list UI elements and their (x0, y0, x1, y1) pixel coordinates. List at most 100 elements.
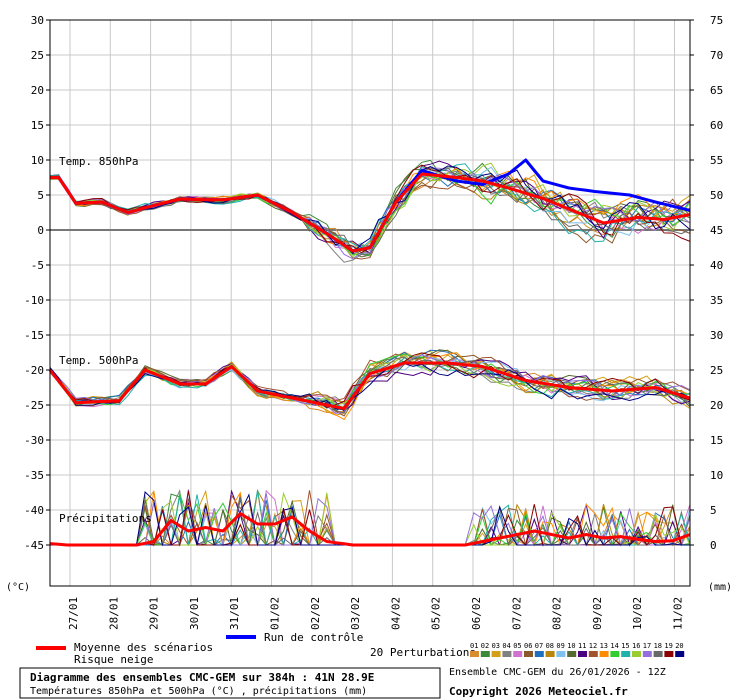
y-right-tick: 0 (710, 539, 717, 552)
y-left-tick: -5 (31, 259, 44, 272)
perturbation-swatch (664, 651, 674, 657)
y-left-tick: 20 (31, 84, 44, 97)
y-left-tick: 15 (31, 119, 44, 132)
y-left-tick: 5 (37, 189, 44, 202)
x-tick-label: 10/02 (631, 597, 644, 630)
perturbation-swatch (599, 651, 609, 657)
y-left-tick: -30 (24, 434, 44, 447)
perturbation-swatch (470, 651, 479, 657)
y-right-tick: 30 (710, 329, 723, 342)
member-line-20 (49, 165, 691, 255)
x-tick-label: 30/01 (188, 597, 201, 630)
member-line-18 (49, 167, 691, 255)
perturbation-number: 07 (535, 642, 543, 650)
perturbation-legend: 01 02 03 04 05 06 07 08 09 10 11 12 13 14 15 16 17 18 19 20 (470, 642, 685, 657)
perturbation-number: 08 (546, 642, 554, 650)
member-line-20 (49, 363, 691, 411)
y-right-unit: (mm) (708, 582, 732, 593)
y-right-tick: 60 (710, 119, 723, 132)
mean-850-line (50, 172, 691, 253)
y-right-tick: 50 (710, 189, 723, 202)
y-right-tick: 20 (710, 399, 723, 412)
chart-title: Diagramme des ensembles CMC-GEM sur 384h… (30, 671, 374, 684)
y-left-unit: (°C) (6, 582, 30, 593)
label-temp-850: Temp. 850hPa (59, 155, 138, 168)
y-left-ticks: 30 25 20 15 10 5 0 -5 -10 -15 -20 -25 -30 -35 -40 -45 (24, 14, 50, 552)
perturbation-swatch (588, 651, 598, 657)
perturbation-number: 04 (502, 642, 510, 650)
y-left-tick: 25 (31, 49, 44, 62)
mean-500-line (48, 361, 691, 410)
perturbation-swatch (567, 651, 577, 657)
x-tick-label: 01/02 (269, 597, 282, 630)
y-left-tick: -25 (24, 399, 44, 412)
y-right-tick: 40 (710, 259, 723, 272)
perturbation-number: 12 (589, 642, 597, 650)
legend-snow-label: Risque neige (74, 653, 153, 666)
x-tick-label: 04/02 (389, 597, 402, 630)
perturbation-swatch (556, 651, 566, 657)
y-right-tick: 5 (710, 504, 717, 517)
y-right-tick: 35 (710, 294, 723, 307)
plot-frame (49, 19, 691, 587)
y-right-tick: 75 (710, 14, 723, 27)
perturbation-swatch (513, 651, 523, 657)
main-lines (48, 158, 691, 547)
perturbation-number: 14 (610, 642, 618, 650)
perturbation-swatch (610, 651, 620, 657)
perturbation-swatch (653, 651, 663, 657)
y-left-tick: 0 (37, 224, 44, 237)
perturbation-swatch (642, 651, 652, 657)
perturbation-number: 02 (481, 642, 489, 650)
perturbation-number: 13 (600, 642, 608, 650)
perturbation-number: 01 (470, 642, 478, 650)
perturbation-swatch (480, 651, 490, 657)
label-precipitation: Précipitations (59, 512, 152, 525)
mean-precip-line (49, 512, 691, 547)
y-left-tick: -45 (24, 539, 44, 552)
perturbation-number: 03 (492, 642, 500, 650)
x-tick-label: 08/02 (551, 597, 564, 630)
perturbation-swatch (621, 651, 631, 657)
y-left-tick: -10 (24, 294, 44, 307)
y-right-tick: 65 (710, 84, 723, 97)
y-left-tick: 10 (31, 154, 44, 167)
x-tick-label: 29/01 (148, 597, 161, 630)
member-line-10 (49, 349, 691, 412)
perturbation-swatch (632, 651, 641, 657)
perturbation-swatch (502, 651, 512, 657)
legend-mean-label: Moyenne des scénarios (74, 641, 213, 654)
perturbation-number: 05 (513, 642, 521, 650)
title-box (19, 667, 441, 699)
legend-perturbations-label: 20 Perturbations (370, 646, 476, 659)
member-line-12 (49, 353, 691, 402)
x-tick-label: 28/01 (107, 597, 120, 630)
plot-background (50, 20, 690, 586)
x-tick-label: 07/02 (510, 597, 523, 630)
y-left-tick: -35 (24, 469, 44, 482)
y-right-tick: 55 (710, 154, 723, 167)
y-left-tick: -15 (24, 329, 44, 342)
perturbation-swatch (491, 651, 501, 657)
perturbation-swatch (675, 651, 685, 657)
perturbation-number: 20 (675, 642, 683, 650)
y-right-tick: 70 (710, 49, 723, 62)
perturbation-number: 09 (556, 642, 564, 650)
y-left-tick: 30 (31, 14, 44, 27)
x-tick-label: 03/02 (349, 597, 362, 630)
perturbation-swatch (545, 651, 555, 657)
perturbation-swatch (534, 651, 544, 657)
x-tick-label: 02/02 (309, 597, 322, 630)
y-left-tick: -40 (24, 504, 44, 517)
chart-subtitle: Températures 850hPa et 500hPa (°C) , pré… (30, 685, 367, 697)
perturbation-number: 06 (524, 642, 532, 650)
x-tick-label: 06/02 (470, 597, 483, 630)
legend-control-label: Run de contrôle (264, 631, 363, 644)
x-tick-label: 11/02 (672, 597, 685, 630)
perturbation-swatch (578, 651, 587, 657)
y-right-tick: 25 (710, 364, 723, 377)
x-tick-label: 05/02 (430, 597, 443, 630)
